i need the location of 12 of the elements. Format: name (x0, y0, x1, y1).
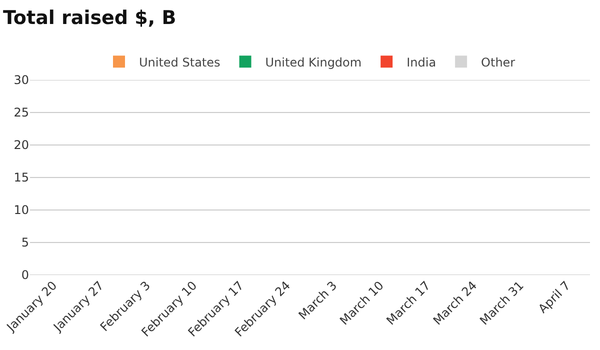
y-tick-label: 30 (14, 73, 29, 88)
legend-label: India (406, 55, 436, 70)
y-tick-label: 10 (14, 203, 29, 218)
y-tick-label: 5 (21, 236, 29, 250)
y-tick-label: 25 (14, 106, 29, 120)
legend-label: United Kingdom (265, 55, 362, 70)
chart-title: Total raised $, B (3, 6, 176, 29)
y-tick-label: 20 (14, 138, 29, 152)
legend-label: Other (481, 55, 516, 70)
y-tick-label: 0 (21, 268, 29, 282)
legend-label: United States (139, 55, 220, 70)
y-tick-label: 15 (14, 170, 29, 185)
